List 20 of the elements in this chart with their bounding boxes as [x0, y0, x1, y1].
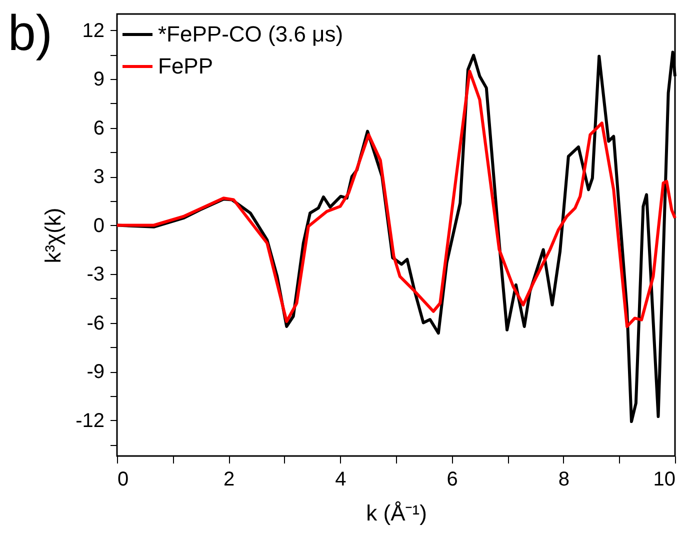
y-tick-label: -6: [86, 312, 104, 334]
x-tick-label: 8: [558, 468, 570, 490]
x-tick-label: 6: [446, 468, 458, 490]
x-axis-title: k (Å⁻¹): [366, 500, 427, 526]
legend-label: FePP: [158, 54, 214, 78]
y-tick-label: -3: [86, 264, 104, 286]
y-tick-label: 12: [82, 20, 104, 42]
y-tick-label: 6: [93, 117, 104, 140]
y-tick-label: 3: [93, 166, 104, 188]
x-tick-label: 4: [335, 468, 346, 490]
y-tick-label: -12: [76, 410, 104, 432]
legend-label: *FePP-CO (3.6 μs): [158, 22, 344, 46]
text: b): [8, 5, 52, 61]
y-tick-label: -9: [86, 361, 104, 383]
y-tick-label: 9: [93, 68, 104, 90]
x-tick-label: 0: [118, 468, 129, 490]
x-tick-label: 2: [224, 468, 235, 490]
y-tick-label: 0: [93, 214, 104, 237]
x-tick-label: 10: [653, 468, 676, 490]
y-axis-title: k³χ(k): [40, 208, 66, 264]
